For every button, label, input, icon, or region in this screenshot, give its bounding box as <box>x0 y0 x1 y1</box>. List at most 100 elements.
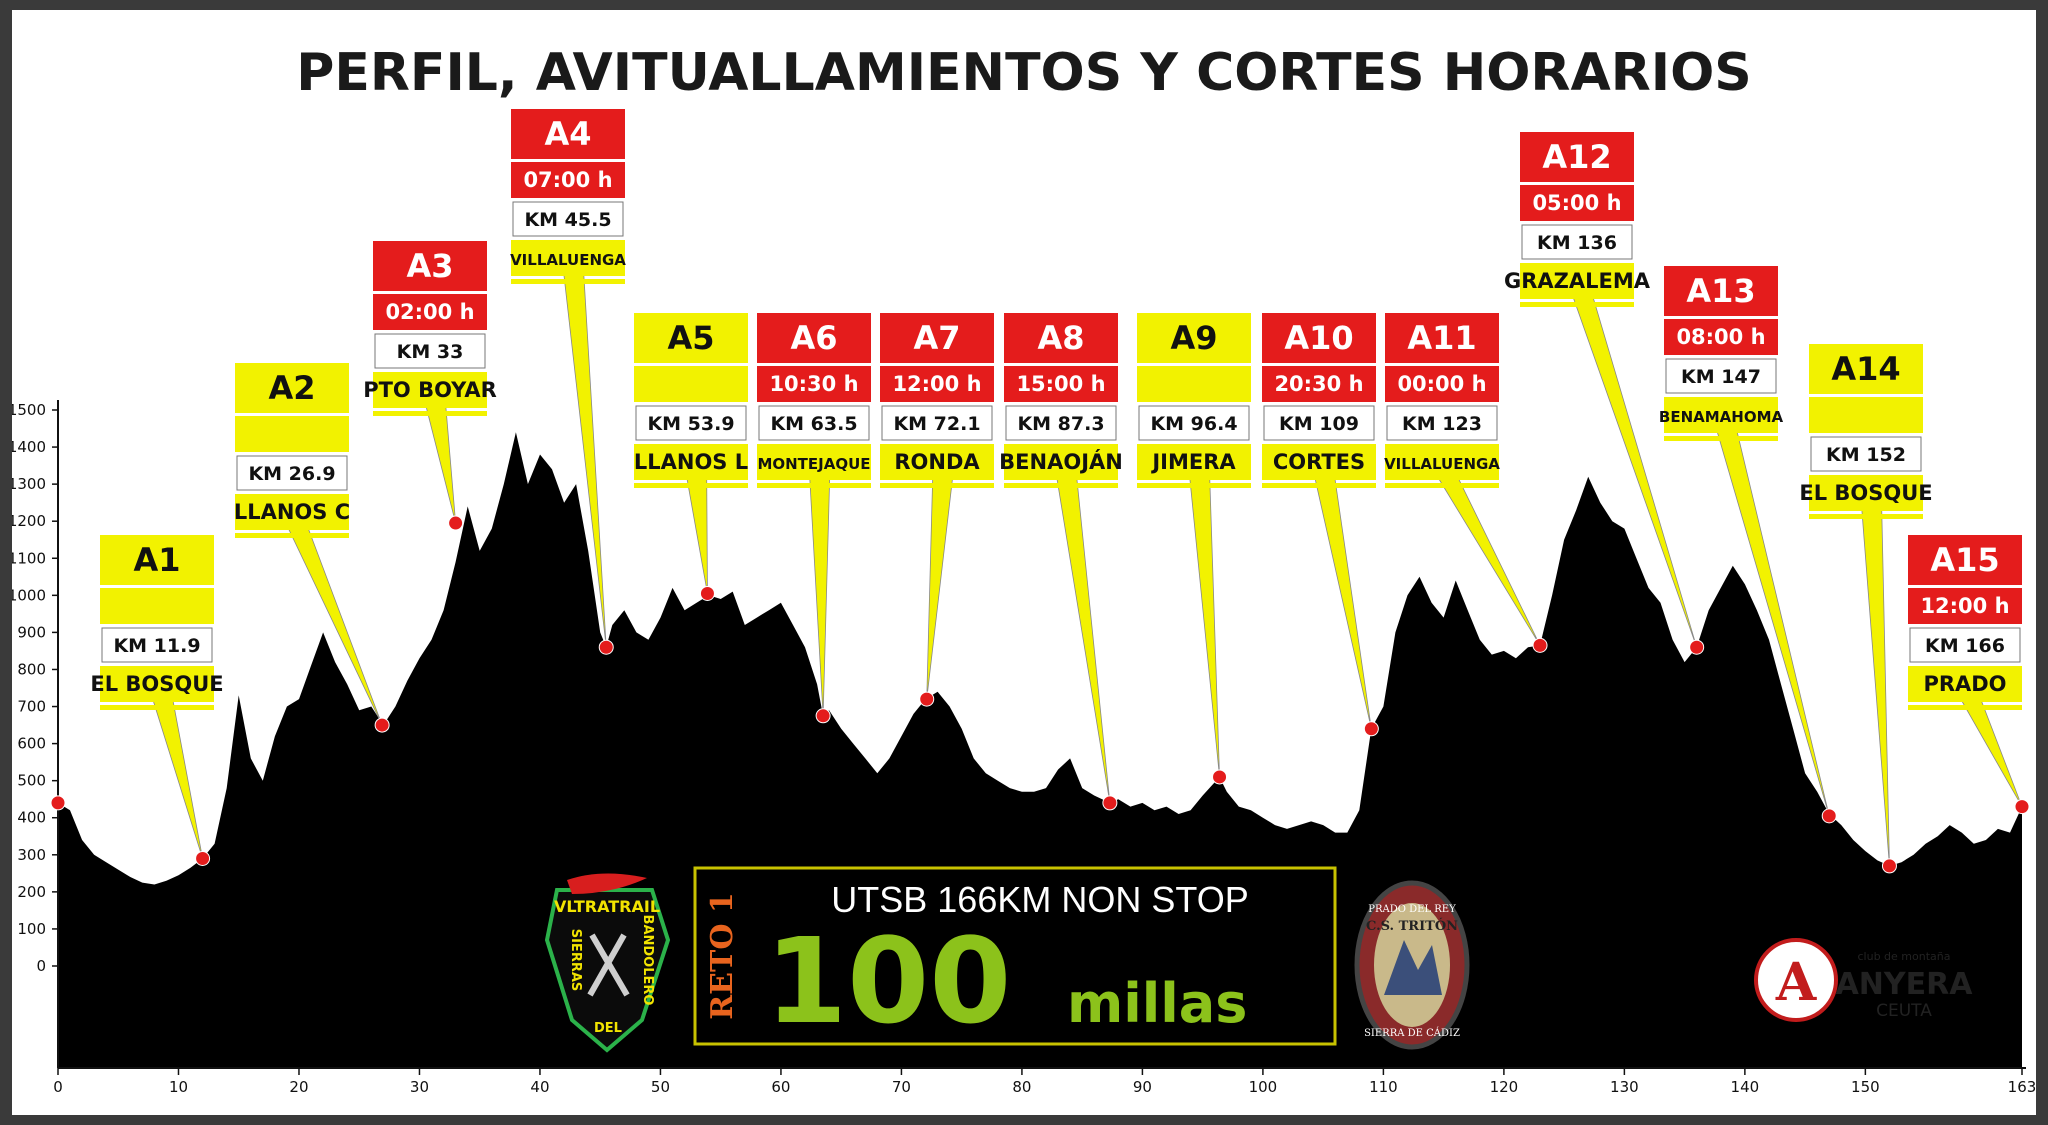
crossed-guns-icon <box>587 933 630 997</box>
callout-pointer <box>152 698 203 859</box>
aid-station-callout: A2 KM 26.9 LLANOS C <box>234 363 383 726</box>
callout-time-bg <box>1004 366 1118 402</box>
station-id: A13 <box>1686 272 1755 310</box>
elevation-area <box>58 432 2022 1068</box>
aid-station-callout: A15 12:00 h KM 166 PRADO <box>1908 535 2023 807</box>
anyera-badge-letter: A <box>1775 952 1817 1013</box>
x-tick-label: 10 <box>169 1078 188 1096</box>
profile-marker-point <box>195 851 211 867</box>
callout-id-bg <box>757 313 871 363</box>
callout-id-bg <box>1908 535 2022 585</box>
x-tick-label: 140 <box>1731 1078 1760 1096</box>
callout-pointer <box>1056 476 1111 803</box>
callout-id-bg <box>1809 344 1923 394</box>
station-km: KM 96.4 <box>1150 413 1237 435</box>
callout-place-bg <box>373 372 487 408</box>
callout-id-bg <box>634 313 748 363</box>
station-km: KM 123 <box>1402 413 1482 435</box>
cutoff-time: 02:00 h <box>385 300 474 324</box>
station-km: KM 72.1 <box>893 413 980 435</box>
callout-time-bg <box>634 366 748 402</box>
x-tick-label: 130 <box>1610 1078 1639 1096</box>
callout-km-bg <box>1386 405 1498 441</box>
banner-line1: UTSB 166KM NON STOP <box>831 879 1248 920</box>
x-tick-label: 150 <box>1851 1078 1880 1096</box>
station-place: VILLALUENGA <box>510 251 626 269</box>
mountain-icon <box>1384 940 1442 995</box>
callout-place-bg <box>1908 666 2022 702</box>
callout-time-bg <box>1385 366 1499 402</box>
callout-time-bg <box>880 366 994 402</box>
x-tick-label: 163 <box>2008 1078 2036 1096</box>
x-tick-label: 30 <box>410 1078 429 1096</box>
profile-marker-point <box>1102 795 1118 811</box>
cutoff-time: 00:00 h <box>1397 372 1486 396</box>
profile-marker-point <box>1689 639 1705 655</box>
station-km: KM 147 <box>1681 366 1761 388</box>
hat-icon <box>567 873 647 894</box>
station-km: KM 33 <box>397 341 464 363</box>
callout-km-bg <box>635 405 747 441</box>
aid-station-callout: A12 05:00 h KM 136 GRAZALEMA <box>1504 132 1698 648</box>
profile-marker-point <box>919 691 935 707</box>
axes: 0100200300400500600700800900100011001200… <box>12 400 2036 1096</box>
x-tick-label: 60 <box>771 1078 790 1096</box>
callout-underline <box>1908 705 2022 710</box>
callout-km-bg <box>1810 436 1922 472</box>
banner-side-label: RETO 1 <box>705 892 740 1020</box>
profile-marker-point <box>1821 808 1837 824</box>
profile-marker-point <box>1532 637 1548 653</box>
x-tick-label: 120 <box>1490 1078 1519 1096</box>
x-tick-label: 70 <box>892 1078 911 1096</box>
y-tick-label: 1000 <box>12 586 46 604</box>
callout-km-bg <box>1138 405 1250 441</box>
callout-place-bg <box>880 444 994 480</box>
station-place: VILLALUENGA <box>1384 455 1500 473</box>
aid-station-callout: A4 07:00 h KM 45.5 VILLALUENGA <box>510 109 626 648</box>
station-id: A3 <box>406 247 453 285</box>
banner-border <box>693 866 1337 1046</box>
station-km: KM 109 <box>1279 413 1359 435</box>
y-tick-label: 1200 <box>12 512 46 530</box>
callout-pointer <box>926 476 954 700</box>
callout-km-bg <box>1263 405 1375 441</box>
y-tick-label: 0 <box>36 957 46 975</box>
aid-station-callout: A10 20:30 h KM 109 CORTES <box>1262 313 1376 729</box>
aid-station-callout: A8 15:00 h KM 87.3 BENAOJÁN <box>999 313 1123 803</box>
x-tick-label: 40 <box>530 1078 549 1096</box>
anyera-city: CEUTA <box>1876 1001 1932 1021</box>
station-km: KM 63.5 <box>770 413 857 435</box>
triton-logo: PRADO DEL REY C.S. TRITÓN SIERRA DE CÁDI… <box>1354 880 1470 1050</box>
callout-underline <box>1809 514 1923 519</box>
callout-place-bg <box>235 494 349 530</box>
chart-title: PERFIL, AVITUALLAMIENTOS Y CORTES HORARI… <box>296 43 1752 103</box>
callout-km-bg <box>101 627 213 663</box>
station-place: BENAOJÁN <box>999 449 1123 474</box>
callout-underline <box>1520 302 1634 307</box>
callout-id-bg <box>880 313 994 363</box>
cutoff-time: 12:00 h <box>892 372 981 396</box>
station-km: KM 152 <box>1826 444 1906 466</box>
aid-station-callouts: A1 KM 11.9 EL BOSQUE A2 KM 26.9 LLANOS C A3 02:… <box>90 109 2023 866</box>
callout-id-bg <box>1262 313 1376 363</box>
station-id: A14 <box>1831 350 1900 388</box>
anyera-badge-icon <box>1754 938 1838 1022</box>
station-place: LLANOS L <box>634 450 748 474</box>
x-tick-label: 110 <box>1369 1078 1398 1096</box>
callout-id-bg <box>235 363 349 413</box>
callout-place-bg <box>1004 444 1118 480</box>
aid-station-callout: A14 KM 152 EL BOSQUE <box>1799 344 1933 866</box>
callout-underline <box>373 411 487 416</box>
callout-place-bg <box>1137 444 1251 480</box>
y-tick-label: 1300 <box>12 475 46 493</box>
callout-underline <box>1137 483 1251 488</box>
callout-km-bg <box>1665 358 1777 394</box>
callout-id-bg <box>100 535 214 585</box>
station-place: CORTES <box>1273 450 1365 474</box>
callout-underline <box>1385 483 1499 488</box>
callout-id-bg <box>373 241 487 291</box>
callout-time-bg <box>100 588 214 624</box>
profile-marker-point <box>2014 799 2030 815</box>
station-place: PRADO <box>1923 672 2006 696</box>
cutoff-time: 15:00 h <box>1016 372 1105 396</box>
